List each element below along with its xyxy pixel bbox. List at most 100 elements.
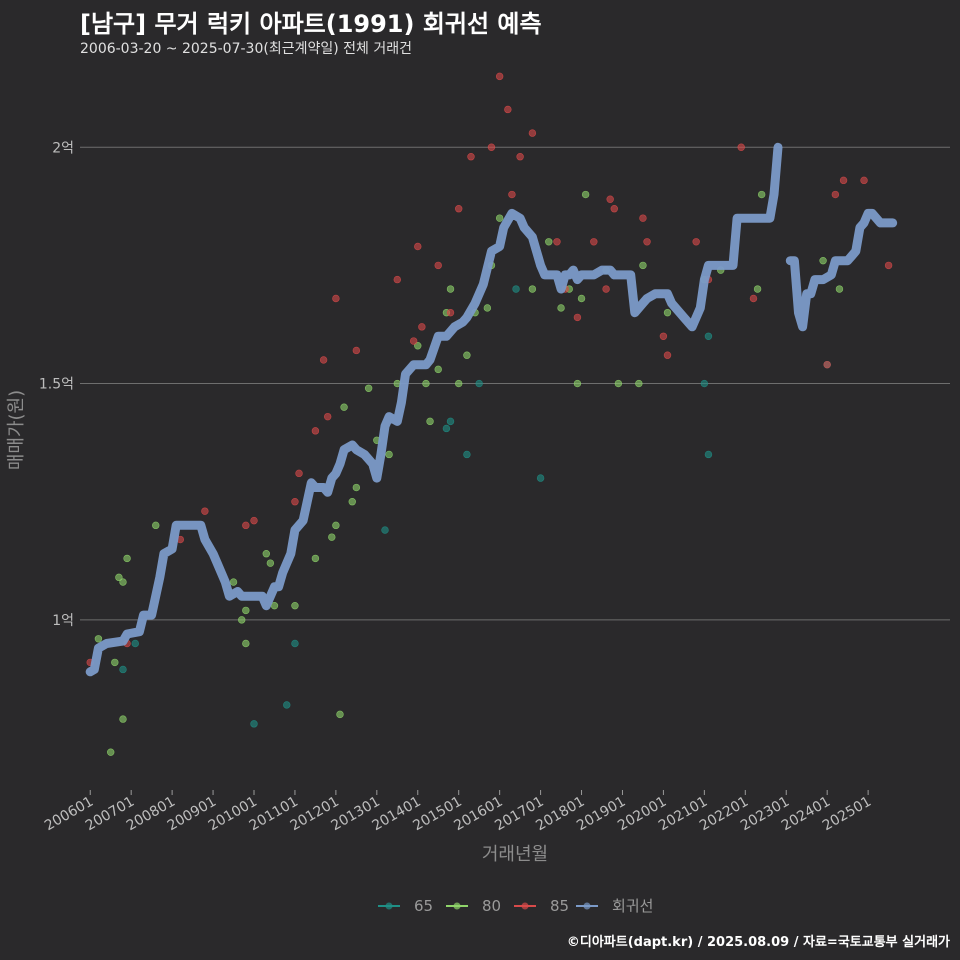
data-point-85: [737, 143, 745, 151]
data-point-80: [352, 483, 361, 492]
data-point-85: [250, 516, 258, 525]
legend-label: 회귀선: [612, 897, 653, 915]
data-point-80: [639, 261, 647, 270]
data-point-80: [434, 365, 442, 374]
data-point-65: [283, 701, 291, 709]
legend: 65 80 85 회귀선: [378, 897, 653, 915]
data-point-85: [553, 238, 561, 246]
data-point-80: [581, 190, 590, 199]
y-axis-ticks: 1억 1.5억 2억: [39, 140, 74, 629]
data-point-80: [311, 554, 320, 563]
data-point-85: [659, 332, 668, 341]
data-point-85: [643, 238, 651, 246]
data-point-85: [528, 129, 537, 137]
data-point-85: [639, 214, 647, 222]
data-point-85: [323, 412, 332, 421]
data-point-85: [418, 323, 426, 331]
data-point-85: [434, 261, 442, 270]
data-point-85: [467, 153, 475, 161]
data-point-85: [692, 238, 700, 246]
data-point-80: [94, 635, 103, 643]
y-tick-label: 1.5억: [39, 377, 74, 393]
data-point-85: [663, 351, 672, 359]
legend-label: 65: [414, 897, 433, 915]
data-point-80: [463, 351, 471, 359]
legend-swatch-dot: [521, 902, 529, 910]
chart-title: [남구] 무거 럭키 아파트(1991) 회귀선 예측: [80, 10, 542, 38]
data-point-85: [606, 195, 614, 203]
data-point-85: [839, 176, 848, 185]
data-point-85: [610, 204, 618, 213]
data-point-80: [635, 379, 643, 388]
data-point-85: [352, 346, 361, 355]
legend-swatch-dot: [583, 902, 591, 910]
data-point-80: [414, 342, 422, 350]
data-point-80: [152, 521, 160, 530]
data-point-85: [295, 469, 303, 478]
legend-label: 80: [482, 897, 501, 915]
data-point-80: [495, 214, 504, 222]
data-point-65: [291, 639, 299, 648]
data-point-85: [393, 275, 401, 284]
data-point-80: [340, 403, 348, 411]
data-point-80: [229, 578, 238, 586]
data-point-85: [311, 427, 320, 435]
data-point-80: [557, 304, 565, 312]
legend-label: 85: [550, 897, 569, 915]
data-point-85: [487, 143, 496, 151]
data-point-85: [573, 313, 582, 322]
y-axis-title: 매매가(원): [6, 390, 27, 470]
data-point-65: [512, 285, 520, 293]
data-point-85: [495, 72, 504, 81]
data-point-85: [414, 242, 422, 251]
data-point-85: [860, 176, 868, 185]
data-point-80: [545, 238, 553, 246]
data-point-80: [422, 379, 430, 388]
data-point-80: [115, 573, 123, 582]
data-point-80: [291, 601, 299, 610]
y-tick-label: 1억: [52, 613, 74, 629]
data-point-80: [336, 710, 344, 719]
data-point-85: [590, 238, 598, 246]
data-point-85: [446, 308, 455, 317]
data-point-80: [242, 606, 250, 615]
data-point-80: [528, 285, 537, 293]
data-point-65: [119, 665, 127, 674]
grid-lines: [80, 146, 950, 621]
data-point-80: [483, 304, 492, 312]
chart-subtitle: 2006-03-20 ~ 2025-07-30(최근계약일) 전체 거래건: [80, 41, 412, 57]
data-point-65: [446, 417, 455, 426]
data-point-80: [332, 521, 340, 530]
data-point-65: [463, 450, 471, 459]
x-axis-title: 거래년월: [482, 844, 548, 865]
regression-line-segment: [85, 142, 783, 677]
data-point-85: [516, 153, 524, 161]
data-point-80: [426, 417, 434, 426]
legend-swatch-dot: [453, 902, 461, 910]
data-point-80: [614, 379, 623, 388]
data-point-80: [123, 554, 131, 563]
data-point-85: [504, 105, 512, 114]
data-point-80: [577, 294, 586, 303]
data-point-85: [831, 190, 840, 199]
data-point-65: [475, 379, 483, 388]
data-point-65: [381, 526, 389, 534]
data-point-65: [700, 379, 709, 388]
data-point-85: [409, 337, 418, 345]
x-axis-ticks: 2006012007012008012009012010012011012012…: [42, 790, 874, 834]
data-point-80: [573, 379, 582, 388]
data-point-80: [111, 658, 119, 667]
data-point-85: [823, 360, 831, 369]
data-point-85: [242, 521, 250, 530]
data-point-85: [291, 498, 299, 506]
data-point-80: [385, 450, 393, 459]
data-point-80: [262, 549, 270, 558]
data-point-80: [348, 498, 356, 506]
y-tick-label: 2억: [52, 140, 74, 156]
data-point-80: [819, 256, 827, 265]
regression-line-segment: [785, 208, 898, 332]
data-point-65: [250, 720, 258, 728]
data-point-85: [884, 261, 893, 270]
data-point-80: [242, 639, 250, 648]
data-point-65: [704, 332, 713, 341]
